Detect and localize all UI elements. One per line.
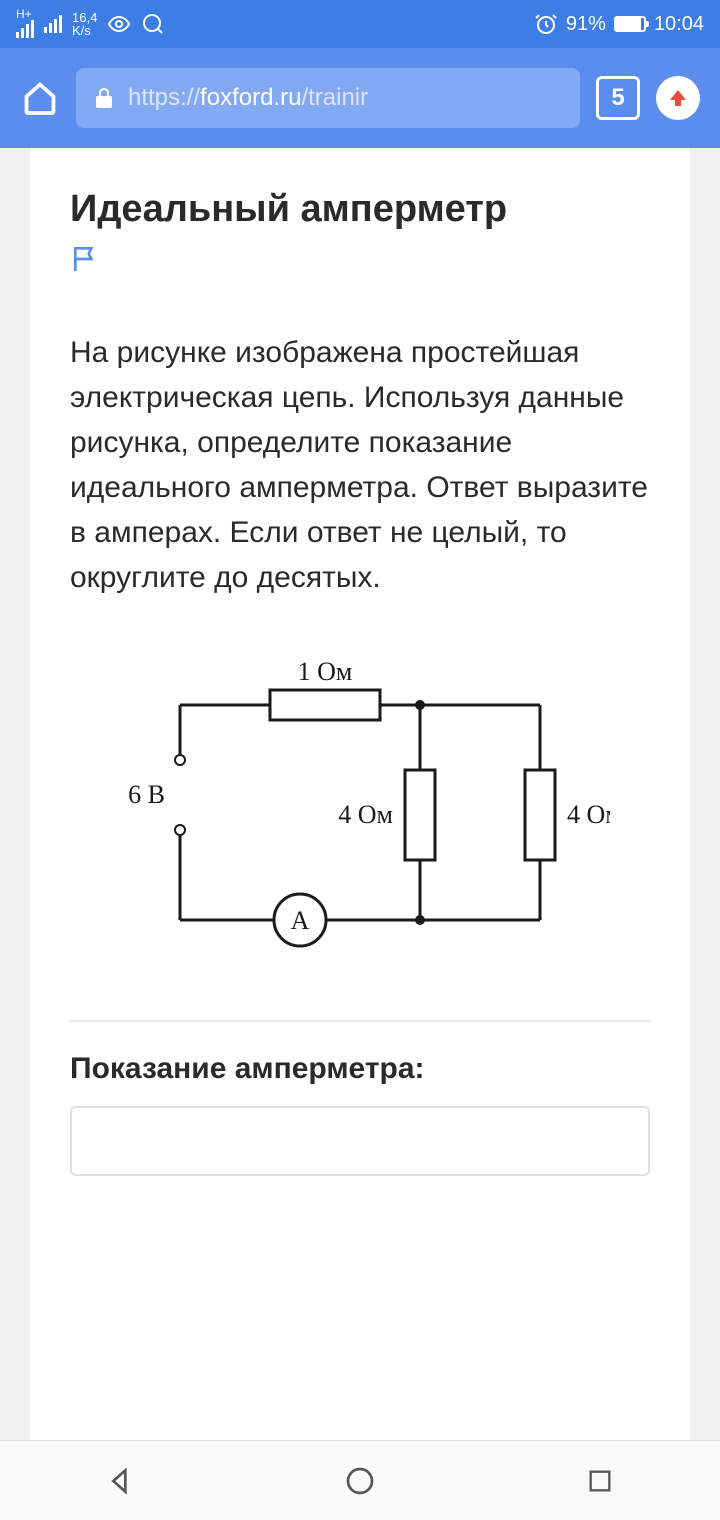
home-button[interactable] — [20, 78, 60, 118]
battery-percent: 91% — [566, 13, 606, 36]
home-nav-button[interactable] — [340, 1461, 380, 1501]
back-button[interactable] — [100, 1461, 140, 1501]
scroll-up-button[interactable] — [656, 76, 700, 120]
answer-input[interactable] — [70, 1106, 650, 1176]
network-speed: 16,4K/s — [72, 11, 97, 37]
problem-card: Идеальный амперметр На рисунке изображен… — [30, 148, 690, 1440]
eye-icon — [107, 12, 131, 36]
problem-text: На рисунке изображена простейшая электри… — [70, 330, 650, 600]
battery-icon — [614, 16, 646, 32]
clock-time: 10:04 — [654, 13, 704, 36]
lock-icon — [92, 86, 116, 110]
answer-label: Показание амперметра: — [70, 1052, 650, 1086]
system-nav-bar — [0, 1440, 720, 1520]
svg-text:4 Ом: 4 Ом — [567, 800, 610, 829]
divider — [70, 1020, 650, 1022]
network-type-icon: H+ — [16, 8, 34, 40]
recent-button[interactable] — [580, 1461, 620, 1501]
page-title: Идеальный амперметр — [70, 188, 650, 231]
svg-text:6 В: 6 В — [128, 780, 165, 809]
status-bar: H+ 16,4K/s 91% 10:04 — [0, 0, 720, 48]
flag-icon[interactable] — [70, 243, 650, 280]
browser-bar: https://foxford.ru/trainir 5 — [0, 48, 720, 148]
svg-text:4 Ом: 4 Ом — [338, 800, 393, 829]
svg-text:1 Ом: 1 Ом — [298, 657, 353, 686]
content-area: Идеальный амперметр На рисунке изображен… — [0, 148, 720, 1440]
circuit-diagram: 1 Ом 4 Ом 4 Ом A 6 В — [70, 640, 650, 980]
status-right: 91% 10:04 — [534, 12, 704, 36]
alarm-icon — [534, 12, 558, 36]
tabs-button[interactable]: 5 — [596, 76, 640, 120]
url-bar[interactable]: https://foxford.ru/trainir — [76, 68, 580, 128]
url-text: https://foxford.ru/trainir — [128, 84, 368, 112]
svg-text:A: A — [291, 906, 310, 935]
status-left: H+ 16,4K/s — [16, 8, 165, 40]
signal-icon — [44, 15, 62, 33]
search-icon — [141, 12, 165, 36]
